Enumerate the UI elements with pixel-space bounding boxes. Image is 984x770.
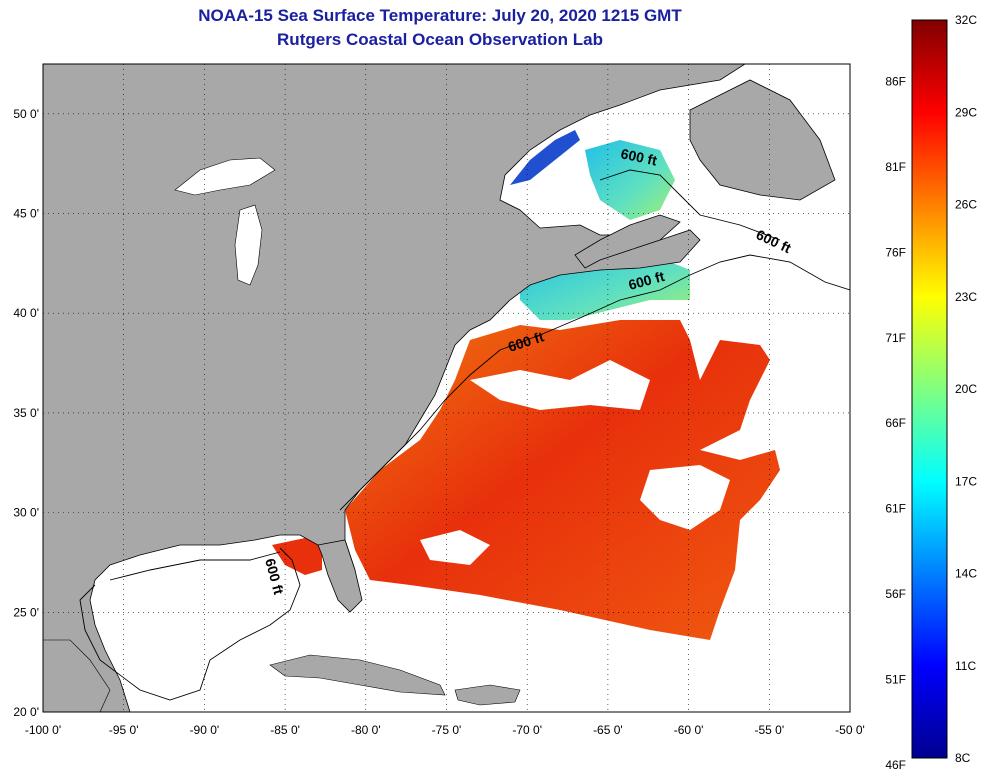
longitude-tick-label: -85 0' (270, 723, 300, 737)
colorbar-celsius-label: 14C (955, 567, 977, 581)
land-florida (317, 539, 363, 613)
lake-michigan (234, 204, 263, 286)
colorbar-celsius-label: 29C (955, 105, 977, 119)
lake-superior (174, 157, 276, 196)
map-subtitle: Rutgers Coastal Ocean Observation Lab (277, 30, 603, 49)
depth-contours (79, 169, 850, 701)
colorbar-celsius-label: 23C (955, 290, 977, 304)
latitude-tick-label: 35 0' (13, 406, 39, 420)
colorbar-fahrenheit-label: 56F (885, 587, 906, 601)
latitude-labels: 50 0' 45 0' 40 0' 35 0' 30 0' 25 0' 20 0' (13, 107, 39, 719)
land-yucatan (43, 639, 111, 712)
latitude-tick-label: 45 0' (13, 207, 39, 221)
land-cuba (269, 654, 446, 696)
latitude-tick-label: 30 0' (13, 506, 39, 520)
latitude-tick-label: 50 0' (13, 107, 39, 121)
sst-st-lawrence-river (510, 130, 580, 185)
longitude-tick-label: -90 0' (190, 723, 220, 737)
sst-gulf-patch (272, 538, 322, 575)
longitude-tick-label: -80 0' (351, 723, 381, 737)
colorbar-celsius-label: 11C (955, 659, 976, 673)
longitude-tick-label: -50 0' (835, 723, 865, 737)
cloud-gap (470, 360, 650, 410)
longitude-tick-label: -65 0' (593, 723, 623, 737)
latitude-tick-label: 25 0' (13, 605, 39, 619)
longitude-labels: -100 0' -95 0' -90 0' -85 0' -80 0' -75 0' -70… (25, 723, 865, 737)
colorbar-fahrenheit-label: 46F (885, 758, 906, 770)
latitude-tick-label: 20 0' (13, 705, 39, 719)
cloud-gap (420, 530, 490, 565)
cloud-gap (640, 465, 730, 530)
land-nova-scotia (574, 214, 681, 269)
colorbar-fahrenheit-label: 51F (885, 672, 906, 686)
longitude-tick-label: -95 0' (109, 723, 139, 737)
longitude-tick-label: -100 0' (25, 723, 61, 737)
longitude-tick-label: -75 0' (432, 723, 462, 737)
colorbar-fahrenheit-label: 71F (885, 331, 906, 345)
longitude-tick-label: -55 0' (754, 723, 784, 737)
land-newfoundland (689, 79, 836, 201)
longitude-tick-label: -60 0' (674, 723, 704, 737)
colorbar-fahrenheit-label: 81F (885, 160, 906, 174)
sst-st-lawrence (585, 140, 675, 220)
land-north-america (43, 64, 746, 712)
land-hispaniola (454, 684, 521, 706)
colorbar-fahrenheit-label: 61F (885, 502, 906, 516)
map-frame (42, 63, 851, 713)
colorbar-celsius-label: 17C (955, 474, 977, 488)
colorbar-fahrenheit-label: 66F (885, 416, 906, 430)
colorbar-celsius-label: 8C (955, 751, 971, 765)
map-title: NOAA-15 Sea Surface Temperature: July 20… (198, 6, 682, 25)
colorbar (911, 19, 948, 759)
latitude-tick-label: 40 0' (13, 306, 39, 320)
colorbar-fahrenheit-label: 76F (885, 245, 906, 259)
contour-label: 600 ft (619, 145, 658, 168)
colorbar-celsius-label: 26C (955, 198, 977, 212)
colorbar-celsius-label: 20C (955, 382, 977, 396)
colorbar-fahrenheit-labels: 86F 81F 76F 71F 66F 61F 56F 51F 46F (885, 75, 906, 770)
colorbar-celsius-labels: 32C 29C 26C 23C 20C 17C 14C 11C 8C (955, 13, 977, 765)
longitude-tick-label: -70 0' (512, 723, 542, 737)
graticule (43, 64, 850, 712)
colorbar-celsius-label: 32C (955, 13, 977, 27)
colorbar-fahrenheit-label: 86F (885, 75, 906, 89)
